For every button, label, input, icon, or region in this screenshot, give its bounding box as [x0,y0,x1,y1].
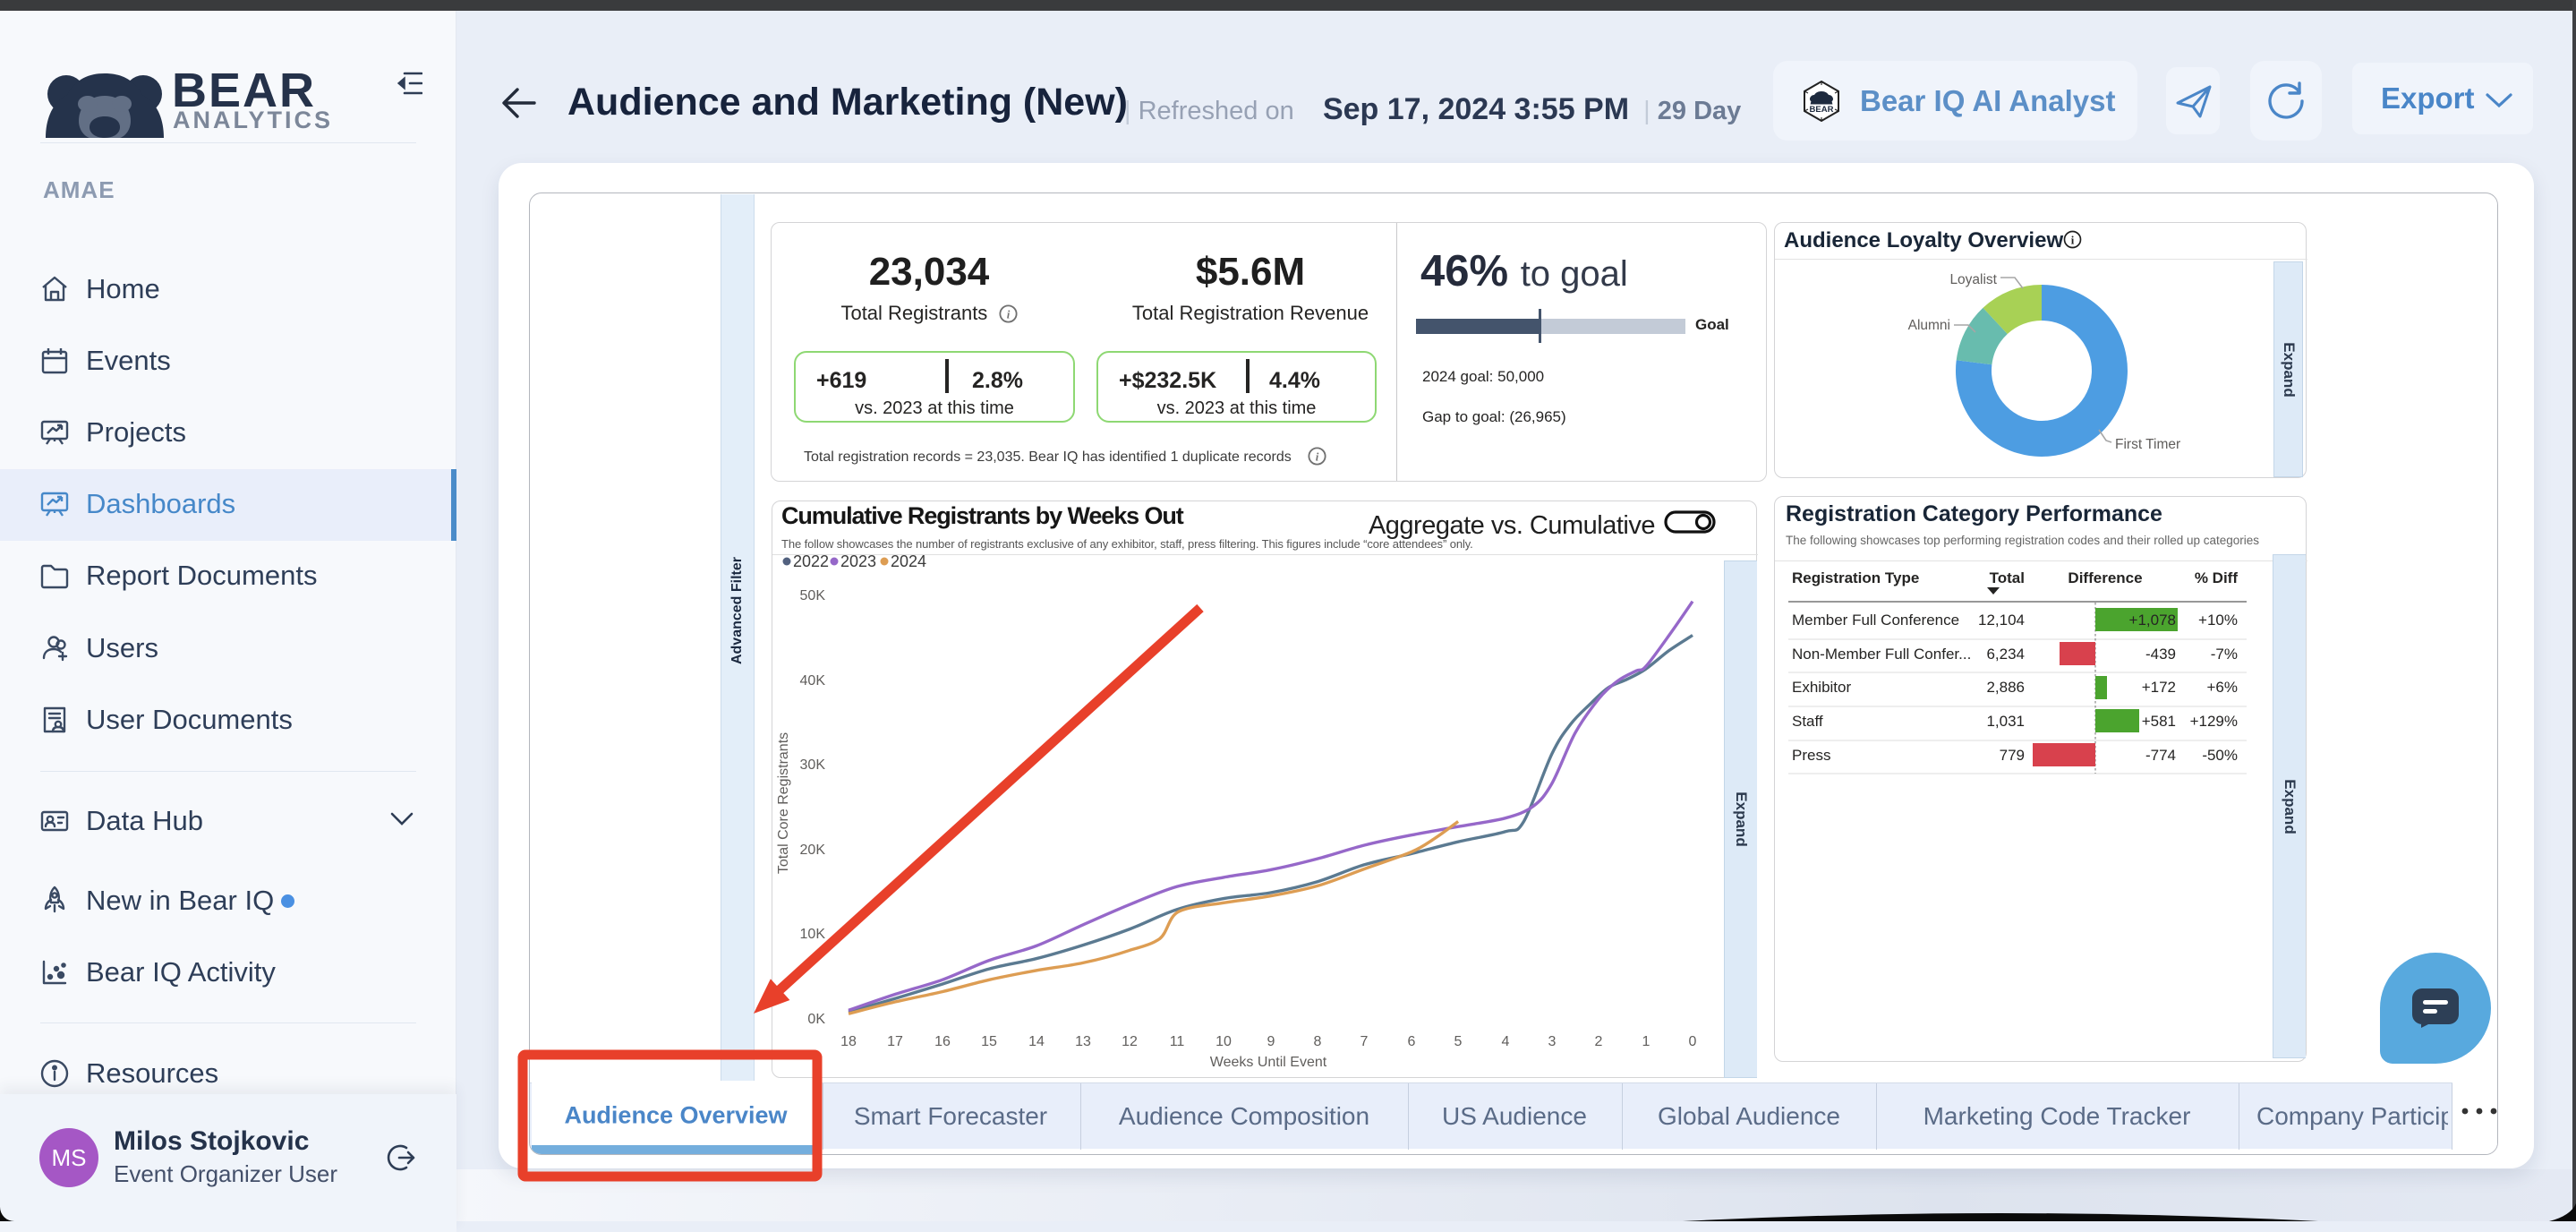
svg-text:5: 5 [1454,1034,1463,1049]
svg-text:8: 8 [1314,1034,1322,1049]
svg-text:% Diff: % Diff [2195,569,2239,586]
svg-text:i: i [1315,451,1318,464]
svg-text:40K: 40K [800,673,826,689]
svg-text:+10%: +10% [2198,612,2238,629]
svg-text:i: i [2071,234,2075,246]
svg-text:4: 4 [1502,1034,1510,1049]
svg-text:779: 779 [2000,747,2025,764]
svg-text:0K: 0K [807,1012,825,1027]
svg-text:Loyalist: Loyalist [1949,272,1997,287]
svg-text:17: 17 [887,1034,903,1049]
svg-text:16: 16 [934,1034,951,1049]
svg-text:Member Full Conference: Member Full Conference [1792,612,1959,629]
svg-text:-7%: -7% [2211,646,2238,663]
svg-text:+1,078: +1,078 [2129,612,2176,629]
svg-text:12,104: 12,104 [1978,612,2025,629]
svg-text:10K: 10K [800,927,826,942]
svg-text:1: 1 [1642,1034,1651,1049]
svg-text:18: 18 [840,1034,857,1049]
svg-text:7: 7 [1361,1034,1369,1049]
svg-text:13: 13 [1075,1034,1091,1049]
svg-text:0: 0 [1689,1034,1697,1049]
svg-text:+6%: +6% [2207,679,2239,696]
svg-text:9: 9 [1267,1034,1275,1049]
svg-text:10: 10 [1215,1034,1232,1049]
svg-text:Total: Total [1990,569,2025,586]
svg-text:30K: 30K [800,757,826,773]
svg-text:Registration Type: Registration Type [1792,569,1919,586]
svg-text:6: 6 [1408,1034,1416,1049]
svg-text:11: 11 [1170,1034,1185,1049]
svg-text:i: i [1006,309,1010,321]
svg-text:2022: 2022 [793,552,829,570]
svg-text:1,031: 1,031 [1986,713,2025,730]
svg-text:15: 15 [981,1034,997,1049]
svg-text:Staff: Staff [1792,713,1823,730]
svg-text:-774: -774 [2145,747,2176,764]
svg-text:Difference: Difference [2068,569,2142,586]
svg-text:BEAR: BEAR [1810,105,1834,115]
svg-text:+581: +581 [2142,713,2176,730]
svg-text:First Timer: First Timer [2115,437,2180,452]
svg-text:2024: 2024 [891,552,926,570]
svg-text:Press: Press [1792,747,1830,764]
svg-text:50K: 50K [800,588,826,603]
svg-text:Alumni: Alumni [1908,318,1950,333]
svg-text:2: 2 [1595,1034,1603,1049]
svg-text:Weeks Until Event: Weeks Until Event [1210,1055,1327,1070]
svg-text:14: 14 [1028,1034,1045,1049]
svg-text:2,886: 2,886 [1986,679,2025,696]
svg-text:Non-Member Full Confer...: Non-Member Full Confer... [1792,646,1971,663]
svg-text:2023: 2023 [840,552,876,570]
svg-text:20K: 20K [800,843,826,858]
svg-text:3: 3 [1548,1034,1557,1049]
svg-text:+172: +172 [2142,679,2176,696]
svg-text:Exhibitor: Exhibitor [1792,679,1851,696]
svg-text:-439: -439 [2145,646,2176,663]
svg-text:+129%: +129% [2190,713,2238,730]
svg-text:Total Core Registrants: Total Core Registrants [776,732,791,874]
svg-text:12: 12 [1122,1034,1138,1049]
svg-text:-50%: -50% [2202,747,2238,764]
svg-text:6,234: 6,234 [1986,646,2025,663]
